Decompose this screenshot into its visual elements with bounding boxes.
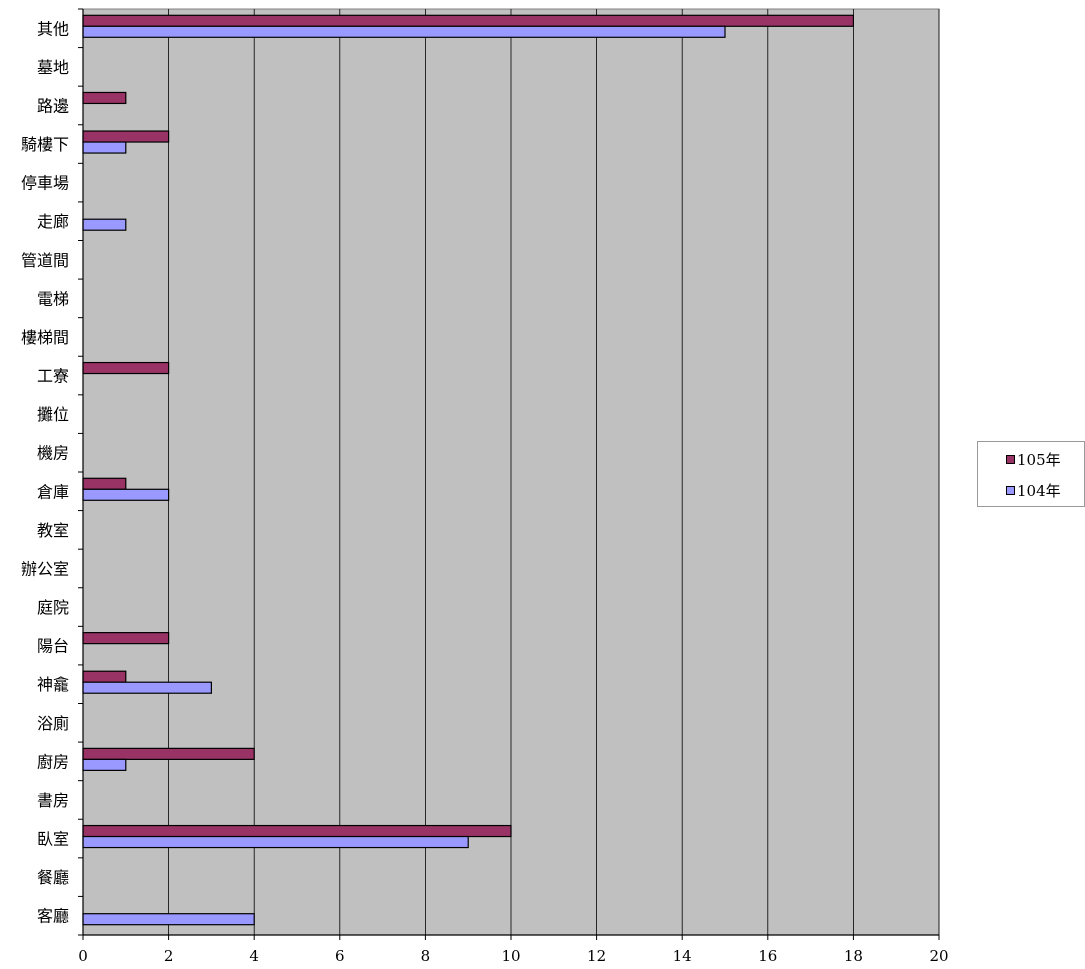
x-tick-label: 16 (758, 947, 777, 965)
category-label: 工寮 (37, 367, 69, 386)
x-tick-label: 10 (501, 947, 520, 965)
axes (78, 8, 940, 940)
x-tick-label: 18 (844, 947, 863, 965)
category-label: 機房 (37, 444, 69, 463)
category-label: 辦公室 (21, 559, 69, 578)
bar-104年-倉庫 (82, 488, 170, 501)
bar-105年-騎樓下 (82, 130, 170, 143)
x-tick-label: 2 (164, 947, 174, 965)
bar-105年-路邊 (82, 91, 127, 105)
bar-105年-廚房 (82, 747, 255, 760)
category-label: 書房 (37, 791, 69, 810)
category-label: 餐廳 (37, 868, 69, 887)
category-label: 陽台 (37, 637, 69, 656)
legend-swatch-105 (1006, 455, 1015, 464)
category-label: 騎樓下 (21, 135, 69, 154)
bar-104年-客廳 (82, 913, 255, 926)
category-label: 路邊 (37, 96, 69, 115)
legend: 105年 104年 (977, 441, 1085, 507)
category-label: 其他 (37, 19, 69, 38)
category-label: 走廊 (37, 212, 69, 231)
category-label: 攤位 (37, 405, 69, 424)
tick-labels: 0 2 4 6 8 10 12 14 16 18 20 (78, 947, 948, 965)
category-label: 廚房 (37, 752, 69, 771)
bar-105年-神龕 (82, 670, 127, 683)
bar-105年-工寮 (82, 361, 170, 375)
x-tick-label: 0 (78, 947, 88, 965)
bar-104年-臥室 (82, 835, 469, 849)
category-label: 浴廁 (37, 714, 69, 733)
bar-105年-陽台 (82, 632, 170, 645)
x-tick-label: 8 (421, 947, 431, 965)
x-tick-label: 12 (587, 947, 606, 965)
category-labels: 其他墓地路邊騎樓下停車場走廊管道間電梯樓梯間工寮攤位機房倉庫教室辦公室庭院陽台神… (21, 19, 69, 925)
legend-label-104: 104年 (1017, 482, 1061, 500)
category-label: 教室 (37, 521, 69, 540)
x-tick-label: 14 (673, 947, 692, 965)
category-label: 樓梯間 (21, 328, 69, 347)
gridlines (168, 9, 940, 935)
bar-105年-臥室 (82, 824, 512, 838)
bars (82, 14, 855, 926)
bar-104年-其他 (82, 25, 726, 38)
bar-104年-騎樓下 (82, 141, 127, 154)
legend-swatch-104 (1006, 486, 1015, 495)
legend-item-105: 105年 (1006, 449, 1061, 470)
bar-105年-其他 (82, 14, 855, 27)
category-label: 管道間 (21, 251, 69, 270)
category-label: 臥室 (37, 830, 69, 849)
category-label: 停車場 (21, 174, 69, 193)
category-label: 倉庫 (37, 482, 69, 501)
legend-item-104: 104年 (1006, 480, 1061, 501)
legend-label-105: 105年 (1017, 451, 1061, 469)
x-tick-label: 4 (249, 947, 259, 965)
category-label: 電梯 (37, 289, 69, 308)
bar-105年-倉庫 (82, 477, 127, 490)
category-label: 神龕 (37, 675, 69, 694)
category-label: 客廳 (37, 907, 69, 926)
category-label: 墓地 (37, 58, 69, 77)
bar-104年-神龕 (82, 681, 212, 694)
category-label: 庭院 (37, 598, 69, 617)
bar-104年-走廊 (82, 218, 127, 231)
x-tick-label: 6 (335, 947, 345, 965)
bar-104年-廚房 (82, 758, 127, 771)
x-tick-label: 20 (929, 947, 948, 965)
